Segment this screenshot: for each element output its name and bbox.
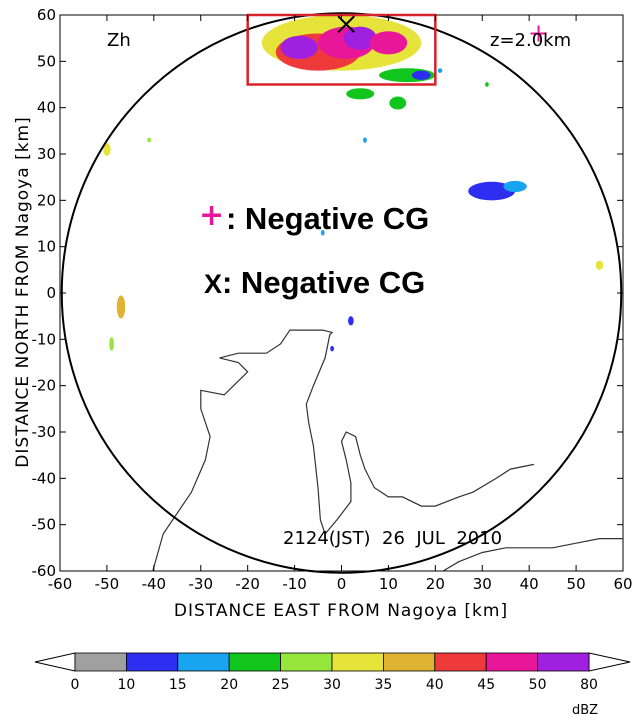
y-tick-label: -60 xyxy=(32,562,57,580)
plot-frame xyxy=(59,14,624,572)
y-tick-label: -10 xyxy=(32,330,57,348)
colorbar-tick-label: 40 xyxy=(426,677,444,693)
y-tick-label: -30 xyxy=(32,423,57,441)
echo-cell xyxy=(109,337,114,351)
colorbar-swatch xyxy=(74,652,127,672)
lightning-markers xyxy=(337,15,547,42)
colorbar-swatch xyxy=(228,652,281,672)
x-tick-label: 50 xyxy=(567,575,586,593)
x-tick-label: -60 xyxy=(48,575,73,593)
echo-cell xyxy=(503,180,527,192)
coastline-segment xyxy=(152,329,535,571)
x-tick-label: -30 xyxy=(189,575,214,593)
echo-cell xyxy=(330,345,334,352)
plot-area: -60 -50 -40 -30 -20 -10 0 10 20 30 40 50 60 60 50 40 30 2… xyxy=(32,6,633,593)
legend-symbol-x: X xyxy=(204,269,222,299)
y-tick-label: 20 xyxy=(37,191,56,209)
x-tick-label: 40 xyxy=(520,575,539,593)
echo-cell xyxy=(346,88,375,100)
echo-cell xyxy=(369,31,408,55)
echo-cell xyxy=(411,70,431,80)
x-tick-label: 30 xyxy=(473,575,492,593)
reflectivity-echoes xyxy=(103,15,604,352)
legend: + : Negative CG X : Negative CG xyxy=(199,198,429,300)
y-tick-label: 30 xyxy=(37,145,56,163)
timestamp-label: 2124(JST) 26 JUL 2010 xyxy=(283,528,502,549)
y-tick-label: 0 xyxy=(46,284,56,302)
colorbar-tick-label: 50 xyxy=(529,677,547,693)
x-tick-label: 0 xyxy=(337,575,347,593)
coastline-segment xyxy=(441,538,623,571)
colorbar-tick-label: 15 xyxy=(169,677,187,693)
axis-ticks: -60 -50 -40 -30 -20 -10 0 10 20 30 40 50 60 60 50 40 30 2… xyxy=(32,6,633,593)
echo-cell xyxy=(343,26,377,50)
echo-cell xyxy=(595,260,604,270)
colorbar-swatch xyxy=(331,652,384,672)
colorbar-tick-label: 25 xyxy=(272,677,290,693)
colorbar-swatch xyxy=(280,652,333,672)
echo-cell xyxy=(389,96,407,110)
colorbar-tick-label: 80 xyxy=(580,677,598,693)
echo-cell xyxy=(280,35,319,60)
x-tick-label: -50 xyxy=(95,575,120,593)
colorbar-unit: dBZ xyxy=(572,703,598,718)
colorbar-swatch xyxy=(382,652,436,672)
colorbar: 0 10 15 20 25 30 35 40 45 50 80 xyxy=(34,652,631,693)
echo-cell xyxy=(116,295,126,319)
x-tick-label: -10 xyxy=(282,575,307,593)
echo-cell xyxy=(320,229,325,236)
y-tick-label: 50 xyxy=(37,52,56,70)
colorbar-swatch xyxy=(537,652,590,672)
height-label: z=2.0km xyxy=(490,30,571,51)
echo-cell xyxy=(348,316,354,326)
y-tick-label: 10 xyxy=(37,238,56,256)
y-tick-label: -40 xyxy=(32,469,57,487)
x-tick-label: 60 xyxy=(613,575,632,593)
colorbar-tick-label: 20 xyxy=(220,677,238,693)
y-tick-label: -50 xyxy=(32,516,57,534)
panel-label: Zh xyxy=(107,30,131,51)
echo-cell xyxy=(437,68,443,73)
colorbar-swatch xyxy=(126,652,179,672)
echo-cell xyxy=(485,82,489,87)
colorbar-tick-label: 35 xyxy=(374,677,392,693)
echo-cell xyxy=(363,137,367,143)
legend-label-x: : Negative CG xyxy=(222,265,425,300)
colorbar-swatch xyxy=(434,652,487,672)
y-tick-label: 40 xyxy=(37,99,56,117)
x-axis-title: DISTANCE EAST FROM Nagoya [km] xyxy=(174,601,508,621)
colorbar-swatch xyxy=(485,652,539,672)
x-tick-label: -20 xyxy=(235,575,260,593)
y-tick-label: 60 xyxy=(37,6,56,24)
colorbar-over-arrow xyxy=(588,652,631,672)
x-tick-label: 20 xyxy=(426,575,445,593)
x-tick-label: 10 xyxy=(379,575,398,593)
colorbar-tick-label: 45 xyxy=(477,677,495,693)
x-tick-label: -40 xyxy=(142,575,167,593)
y-axis-title: DISTANCE NORTH FROM Nagoya [km] xyxy=(13,116,33,468)
colorbar-under-arrow xyxy=(34,652,76,672)
legend-label-plus: : Negative CG xyxy=(226,201,429,236)
coastline-layer xyxy=(152,329,623,571)
y-tick-label: -20 xyxy=(32,377,57,395)
lightning-x-marker xyxy=(337,15,355,33)
echo-cell xyxy=(103,142,111,156)
echo-cell xyxy=(468,181,516,201)
colorbar-tick-label: 0 xyxy=(71,677,80,693)
legend-symbol-plus: + xyxy=(199,198,224,233)
colorbar-swatch xyxy=(177,652,230,672)
colorbar-tick-label: 30 xyxy=(323,677,341,693)
colorbar-tick-label: 10 xyxy=(117,677,135,693)
echo-cell xyxy=(147,137,152,143)
